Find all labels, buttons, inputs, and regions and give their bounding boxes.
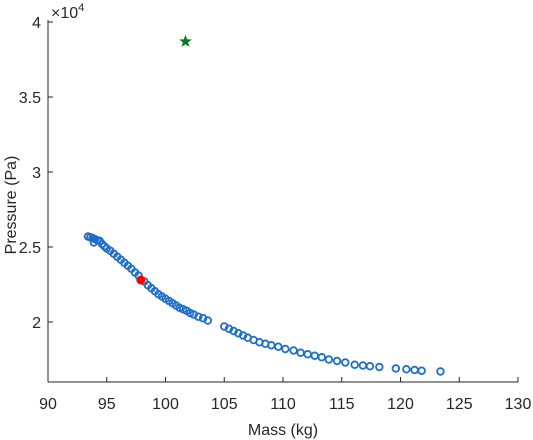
x-tick-label: 90 bbox=[39, 396, 57, 413]
data-point bbox=[350, 360, 359, 369]
data-point bbox=[410, 365, 419, 375]
x-tick-label: 115 bbox=[329, 396, 355, 413]
x-tick-label: 125 bbox=[446, 396, 473, 413]
data-point bbox=[89, 238, 99, 247]
x-tick-label: 105 bbox=[211, 396, 238, 413]
data-point bbox=[317, 353, 326, 362]
x-tick-label: 110 bbox=[270, 396, 296, 413]
data-point bbox=[324, 355, 334, 364]
y-axis-label: Pressure (Pa) bbox=[3, 156, 20, 255]
data-point bbox=[296, 348, 305, 357]
data-point bbox=[365, 362, 375, 371]
y-exponent-label: ×104 bbox=[51, 2, 84, 22]
x-axis-label: Mass (kg) bbox=[248, 422, 318, 439]
y-tick-label: 2 bbox=[32, 315, 41, 332]
data-point bbox=[281, 344, 290, 354]
x-tick-label: 100 bbox=[152, 396, 179, 413]
data-point bbox=[194, 312, 203, 321]
y-tick-label: 3 bbox=[32, 165, 41, 182]
data-point bbox=[436, 367, 445, 376]
x-tick-label: 95 bbox=[98, 396, 116, 413]
data-point bbox=[417, 366, 426, 375]
data-point bbox=[303, 350, 312, 359]
y-tick-label: 2.5 bbox=[19, 240, 41, 257]
data-point bbox=[203, 316, 212, 325]
data-point bbox=[289, 346, 298, 355]
data-point bbox=[310, 351, 319, 360]
data-point bbox=[274, 342, 283, 351]
star-point bbox=[179, 34, 192, 47]
data-point bbox=[375, 362, 384, 372]
y-tick-label: 3.5 bbox=[19, 90, 41, 107]
x-tick-label: 130 bbox=[505, 396, 532, 413]
highlight-point bbox=[136, 275, 146, 285]
data-point bbox=[391, 364, 400, 373]
data-point bbox=[402, 365, 411, 374]
x-tick-label: 120 bbox=[387, 396, 414, 413]
data-point bbox=[332, 356, 342, 366]
y-tick-label: 4 bbox=[32, 15, 41, 32]
data-point bbox=[358, 361, 368, 370]
data-point bbox=[341, 358, 350, 367]
